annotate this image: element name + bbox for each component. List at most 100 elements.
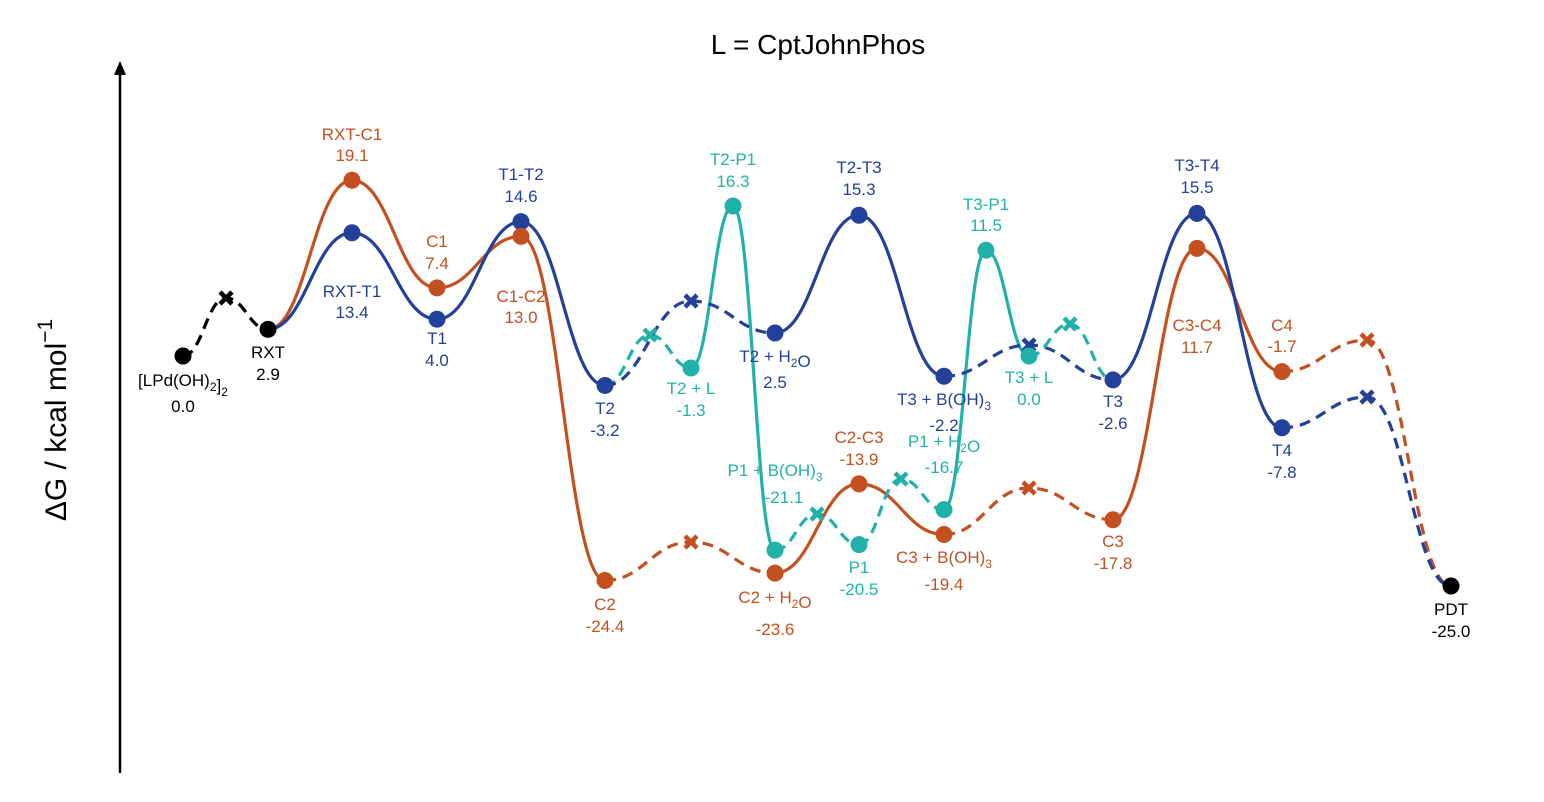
point-c1_c2	[512, 227, 530, 245]
label-name-c3b: C3 + B(OH)3	[896, 548, 992, 571]
label-value-t2h2o: 2.5	[763, 373, 787, 392]
curve-blue-dashed-18	[1281, 395, 1452, 588]
point-t3_p1	[977, 241, 995, 259]
label-name-p1: P1	[849, 558, 870, 577]
label-value-c4: -1.7	[1267, 337, 1296, 356]
point-p1h2o	[935, 501, 953, 519]
label-value-t3_t4: 15.5	[1180, 178, 1213, 197]
label-value-c3: -17.8	[1094, 554, 1133, 573]
label-name-c3_c4: C3-C4	[1172, 316, 1221, 335]
point-t2h2o	[766, 324, 784, 342]
point-t4	[1273, 419, 1291, 437]
point-t3	[1104, 371, 1122, 389]
point-c1	[428, 279, 446, 297]
curve-teal-dashed-3	[604, 333, 692, 388]
label-name-t2: T2	[595, 399, 615, 418]
point-t2l	[682, 359, 700, 377]
point-p1	[850, 536, 868, 554]
label-value-p1h2o: -16.7	[925, 458, 964, 477]
label-name-c2h2o: C2 + H2O	[738, 588, 811, 612]
label-name-pdt: PDT	[1434, 600, 1468, 619]
label-name-t3_t4: T3-T4	[1174, 156, 1219, 175]
point-t2_p1	[724, 197, 742, 215]
markers-layer	[174, 171, 1460, 595]
crossing-mark-x_or1	[683, 534, 699, 550]
label-value-pdt: -25.0	[1432, 622, 1471, 641]
label-value-t1_t2: 14.6	[504, 187, 537, 206]
point-c3_c4	[1188, 239, 1206, 257]
point-rxt_c1	[343, 171, 361, 189]
label-name-c1: C1	[426, 232, 448, 251]
point-p1b	[766, 541, 784, 559]
label-value-t2: -3.2	[590, 421, 619, 440]
label-name-t1: T1	[427, 329, 447, 348]
crossing-mark-x_or3	[1359, 332, 1375, 348]
curve-teal-dashed-10	[858, 477, 945, 547]
label-name-start: [LPd(OH)2]2	[138, 371, 228, 399]
crossing-mark-x_teal4	[1062, 316, 1078, 332]
point-c2h2o	[766, 564, 784, 582]
curve-orange-solid-15	[1112, 246, 1283, 522]
label-name-c4: C4	[1271, 316, 1293, 335]
point-c2	[596, 571, 614, 589]
point-t1_t2	[512, 213, 530, 231]
point-t3b	[935, 367, 953, 385]
label-value-c3b: -19.4	[925, 575, 964, 594]
label-name-c1_c2: C1-C2	[496, 287, 545, 306]
label-name-t2_p1: T2-P1	[710, 150, 756, 169]
label-name-t3: T3	[1103, 392, 1123, 411]
label-name-rxt_t1: RXT-T1	[323, 282, 382, 301]
label-value-t2_t3: 15.3	[842, 180, 875, 199]
label-value-rxt: 2.9	[256, 365, 280, 384]
point-rxt	[259, 320, 277, 338]
label-name-rxt: RXT	[251, 343, 285, 362]
point-t1	[428, 310, 446, 328]
label-value-rxt_c1: 19.1	[335, 146, 368, 165]
label-name-rxt_c1: RXT-C1	[322, 125, 382, 144]
curves-layer	[182, 178, 1452, 588]
label-name-c2: C2	[594, 595, 616, 614]
label-value-t3: -2.6	[1098, 414, 1127, 433]
curve-orange-dashed-6	[604, 540, 776, 583]
label-value-t3b: -2.2	[929, 416, 958, 435]
label-value-t2l: -1.3	[676, 401, 705, 420]
point-start	[174, 347, 192, 365]
label-name-t1_t2: T1-T2	[498, 165, 543, 184]
label-value-rxt_t1: 13.4	[335, 303, 368, 322]
label-name-t3b: T3 + B(OH)3	[897, 390, 991, 413]
crossing-mark-x_or2	[1021, 480, 1037, 496]
svg-text:ΔG / kcal mol−1: ΔG / kcal mol−1	[34, 319, 73, 521]
y-axis-label: ΔG / kcal mol−1	[34, 319, 73, 521]
point-c4	[1273, 363, 1291, 381]
label-value-t3_p1: 11.5	[970, 216, 1002, 235]
label-value-start: 0.0	[171, 397, 195, 416]
label-value-c1_c2: 13.0	[504, 308, 537, 327]
curve-orange-dashed-14	[943, 486, 1114, 537]
crossing-mark-x0	[218, 290, 234, 306]
point-t2	[596, 376, 614, 394]
label-name-t3_p1: T3-P1	[963, 195, 1009, 214]
label-value-t2_p1: 16.3	[716, 172, 749, 191]
label-name-t3l: T3 + L	[1005, 368, 1054, 387]
curve-teal-dashed-7	[774, 512, 860, 552]
label-name-p1h2o: P1 + H2O	[908, 432, 980, 456]
y-axis-label-superscript: −1	[34, 319, 57, 343]
label-name-c3: C3	[1102, 532, 1124, 551]
crossing-mark-x_teal3	[893, 471, 909, 487]
crossing-mark-x_teal1	[642, 327, 658, 343]
label-value-p1: -20.5	[840, 580, 879, 599]
point-c2_c3	[850, 475, 868, 493]
crossing-mark-x_teal2	[809, 506, 825, 522]
curve-orange-dashed-17	[1281, 338, 1452, 588]
label-name-t2_t3: T2-T3	[836, 158, 881, 177]
label-value-c3_c4: 11.7	[1181, 338, 1213, 357]
crossing-mark-x_blue1	[683, 293, 699, 309]
point-t2_t3	[850, 206, 868, 224]
label-value-c2h2o: -23.6	[756, 620, 795, 639]
label-name-p1b: P1 + B(OH)3	[727, 461, 822, 484]
label-value-p1b: -21.1	[765, 488, 804, 507]
label-value-t3l: 0.0	[1017, 390, 1041, 409]
label-value-c1: 7.4	[425, 254, 449, 273]
point-rxt_t1	[343, 224, 361, 242]
